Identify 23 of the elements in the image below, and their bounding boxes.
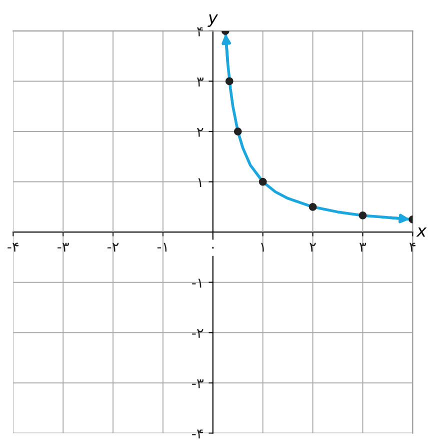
x-tick-label: -۲ <box>107 242 119 252</box>
x-tick-label: -۴ <box>8 242 18 252</box>
x-tick-label: ۳ <box>360 242 366 252</box>
x-tick-label: -۳ <box>58 242 69 252</box>
y-tick-label: ۳ <box>196 78 204 86</box>
point <box>225 77 234 86</box>
y-axis-title: y <box>208 14 218 27</box>
point <box>234 128 242 136</box>
point <box>308 202 317 211</box>
x-tick-label: ۰ <box>212 246 214 249</box>
y-tick-label: ۲ <box>196 128 204 137</box>
x-tick-label: -۱ <box>157 242 167 252</box>
point <box>358 212 367 220</box>
y-tick-label: ۱ <box>198 178 202 188</box>
x-tick-label: ۱ <box>261 242 264 252</box>
y-tick-label: -۱ <box>192 278 202 288</box>
y-tick-label: -۲ <box>192 329 204 338</box>
x-axis-title: x <box>416 228 427 237</box>
y-tick-label: -۴ <box>192 430 203 438</box>
point <box>258 178 267 186</box>
y-tick-label: -۳ <box>192 379 204 388</box>
x-tick-label: ۲ <box>310 242 316 252</box>
x-tick-label: ۴ <box>409 242 416 252</box>
